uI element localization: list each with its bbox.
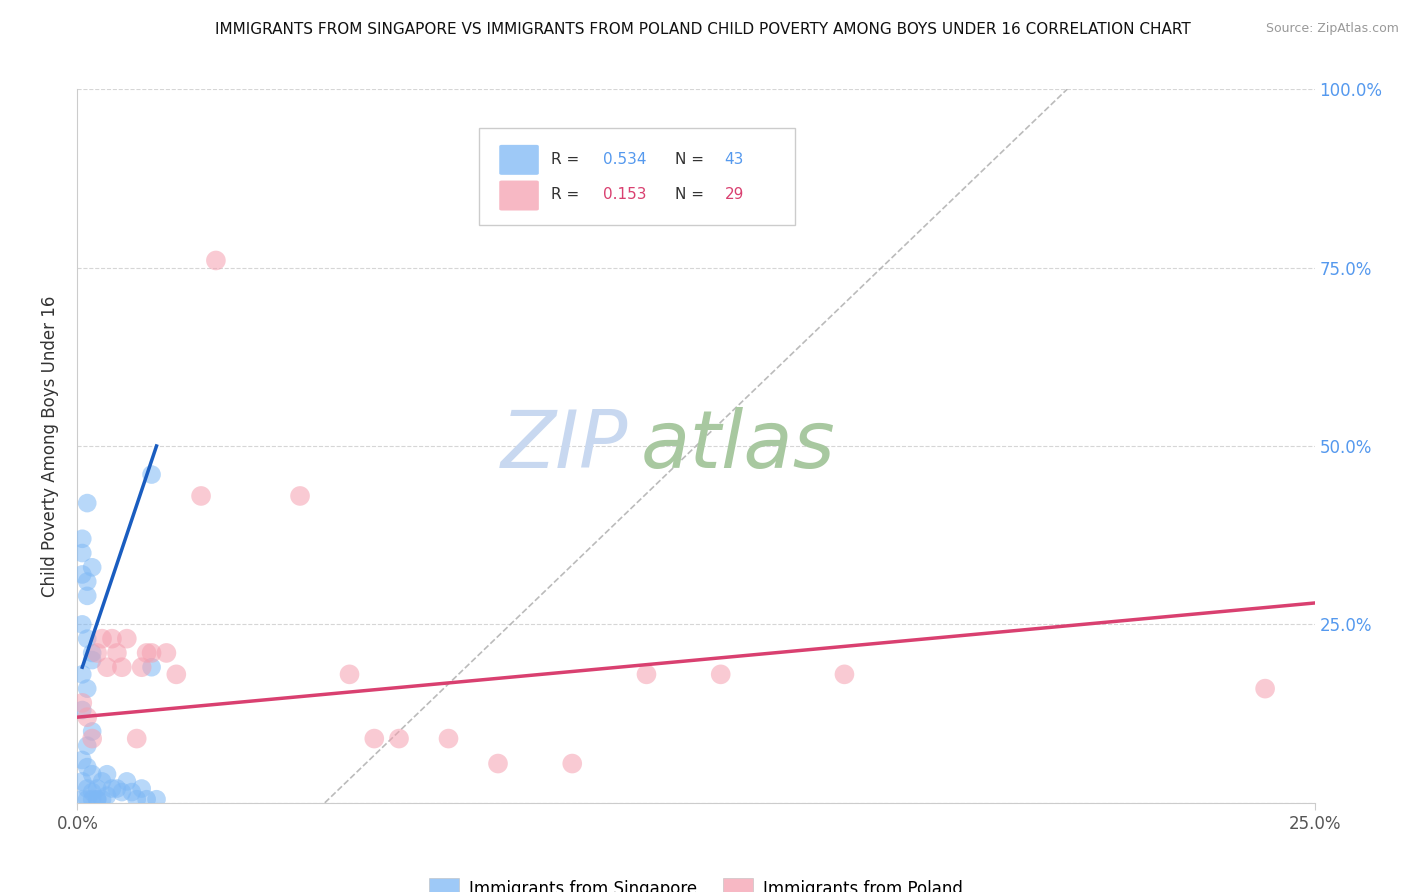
Point (1254, 681, 1277, 696)
FancyBboxPatch shape (499, 145, 538, 175)
Text: 0.534: 0.534 (603, 152, 647, 167)
Point (101, 632, 124, 646)
Point (96, 767, 118, 781)
Point (205, 253, 228, 268)
Point (388, 731, 411, 746)
Point (82, 785, 104, 799)
Point (82, 724, 104, 739)
Text: 29: 29 (724, 187, 744, 202)
Point (710, 667, 733, 681)
Point (131, 660, 153, 674)
Point (636, 667, 658, 681)
Point (115, 774, 138, 789)
Point (82, 767, 104, 781)
Point (76, 792, 98, 806)
Point (190, 489, 212, 503)
Point (135, 792, 157, 806)
Point (76, 781, 98, 796)
Point (76, 496, 98, 510)
Point (72, 532, 94, 546)
Point (72, 696, 94, 710)
Point (96, 660, 118, 674)
Point (91, 792, 114, 806)
Point (76, 681, 98, 696)
Y-axis label: Child Poverty Among Boys Under 16: Child Poverty Among Boys Under 16 (41, 295, 59, 597)
Point (131, 781, 153, 796)
Point (111, 660, 134, 674)
Text: 43: 43 (724, 152, 744, 167)
Text: Source: ZipAtlas.com: Source: ZipAtlas.com (1265, 22, 1399, 36)
Point (121, 785, 143, 799)
Point (363, 731, 385, 746)
Point (155, 646, 177, 660)
Point (339, 667, 361, 681)
Point (135, 646, 157, 660)
Point (86, 781, 108, 796)
Point (82, 646, 104, 660)
Point (141, 467, 163, 482)
Point (145, 792, 167, 806)
Point (82, 653, 104, 667)
Point (111, 785, 134, 799)
Point (91, 774, 114, 789)
Point (115, 632, 138, 646)
Point (486, 756, 509, 771)
Point (96, 789, 118, 803)
Point (72, 667, 94, 681)
Text: ZIP: ZIP (501, 407, 628, 485)
Point (72, 774, 94, 789)
Point (76, 589, 98, 603)
Point (834, 667, 856, 681)
Text: 0.153: 0.153 (603, 187, 647, 202)
Point (86, 646, 108, 660)
Point (141, 660, 163, 674)
Point (76, 574, 98, 589)
Legend: Immigrants from Singapore, Immigrants from Poland: Immigrants from Singapore, Immigrants fr… (423, 871, 969, 892)
Text: N =: N = (675, 152, 709, 167)
Point (72, 567, 94, 582)
Text: IMMIGRANTS FROM SINGAPORE VS IMMIGRANTS FROM POLAND CHILD POVERTY AMONG BOYS UND: IMMIGRANTS FROM SINGAPORE VS IMMIGRANTS … (215, 22, 1191, 37)
Point (125, 731, 148, 746)
Point (165, 667, 187, 681)
FancyBboxPatch shape (499, 180, 538, 211)
Point (437, 731, 460, 746)
Text: atlas: atlas (640, 407, 835, 485)
Point (82, 560, 104, 574)
Point (72, 703, 94, 717)
Point (76, 739, 98, 753)
Point (72, 546, 94, 560)
Point (82, 792, 104, 806)
Point (72, 753, 94, 767)
Text: R =: R = (551, 152, 585, 167)
Point (288, 489, 311, 503)
Point (72, 617, 94, 632)
Point (105, 646, 128, 660)
Point (101, 781, 124, 796)
Point (86, 792, 108, 806)
Point (105, 781, 128, 796)
Point (561, 756, 583, 771)
Point (82, 731, 104, 746)
Point (125, 792, 148, 806)
Text: R =: R = (551, 187, 585, 202)
Point (141, 646, 163, 660)
FancyBboxPatch shape (479, 128, 794, 225)
Point (86, 792, 108, 806)
Point (91, 632, 114, 646)
Point (72, 792, 94, 806)
Point (76, 760, 98, 774)
Point (76, 710, 98, 724)
Text: N =: N = (675, 187, 709, 202)
Point (76, 632, 98, 646)
